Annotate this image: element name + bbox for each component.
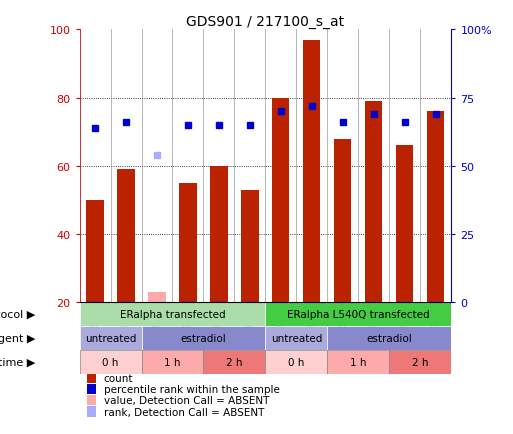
Bar	[427, 112, 444, 302]
Bar	[87, 201, 104, 302]
Bar	[142, 350, 204, 374]
Text: ERalpha L540Q transfected: ERalpha L540Q transfected	[287, 309, 430, 319]
Text: ERalpha transfected: ERalpha transfected	[120, 309, 225, 319]
Text: time ▶: time ▶	[0, 357, 35, 367]
Bar	[87, 384, 96, 395]
Text: 2 h: 2 h	[412, 357, 429, 367]
Text: protocol ▶: protocol ▶	[0, 309, 35, 319]
Text: agent ▶: agent ▶	[0, 333, 35, 343]
Bar	[148, 293, 166, 302]
Bar	[265, 326, 327, 350]
Bar	[87, 395, 96, 405]
Bar	[142, 326, 265, 350]
Text: 1 h: 1 h	[164, 357, 181, 367]
Bar	[272, 99, 289, 302]
Text: percentile rank within the sample: percentile rank within the sample	[104, 384, 280, 394]
Text: rank, Detection Call = ABSENT: rank, Detection Call = ABSENT	[104, 407, 264, 417]
Bar	[87, 373, 96, 383]
Bar	[265, 350, 327, 374]
Text: untreated: untreated	[271, 333, 322, 343]
Bar	[265, 302, 451, 326]
Text: estradiol: estradiol	[367, 333, 412, 343]
Bar	[210, 167, 227, 302]
Bar	[117, 170, 134, 302]
Bar	[80, 350, 142, 374]
Bar	[180, 184, 196, 302]
Bar	[389, 350, 451, 374]
Text: 0 h: 0 h	[102, 357, 119, 367]
Bar	[304, 41, 321, 302]
Bar	[397, 146, 413, 302]
Bar	[327, 350, 389, 374]
Bar	[80, 326, 142, 350]
Text: estradiol: estradiol	[181, 333, 226, 343]
Bar	[80, 302, 265, 326]
Text: count: count	[104, 373, 133, 383]
Bar	[327, 326, 451, 350]
Title: GDS901 / 217100_s_at: GDS901 / 217100_s_at	[186, 15, 345, 30]
Bar	[242, 191, 259, 302]
Bar	[334, 139, 351, 302]
Bar	[87, 407, 96, 417]
Text: 0 h: 0 h	[288, 357, 305, 367]
Text: 2 h: 2 h	[226, 357, 243, 367]
Bar	[204, 350, 266, 374]
Text: 1 h: 1 h	[350, 357, 367, 367]
Bar	[365, 102, 383, 302]
Text: value, Detection Call = ABSENT: value, Detection Call = ABSENT	[104, 395, 269, 405]
Text: untreated: untreated	[85, 333, 136, 343]
